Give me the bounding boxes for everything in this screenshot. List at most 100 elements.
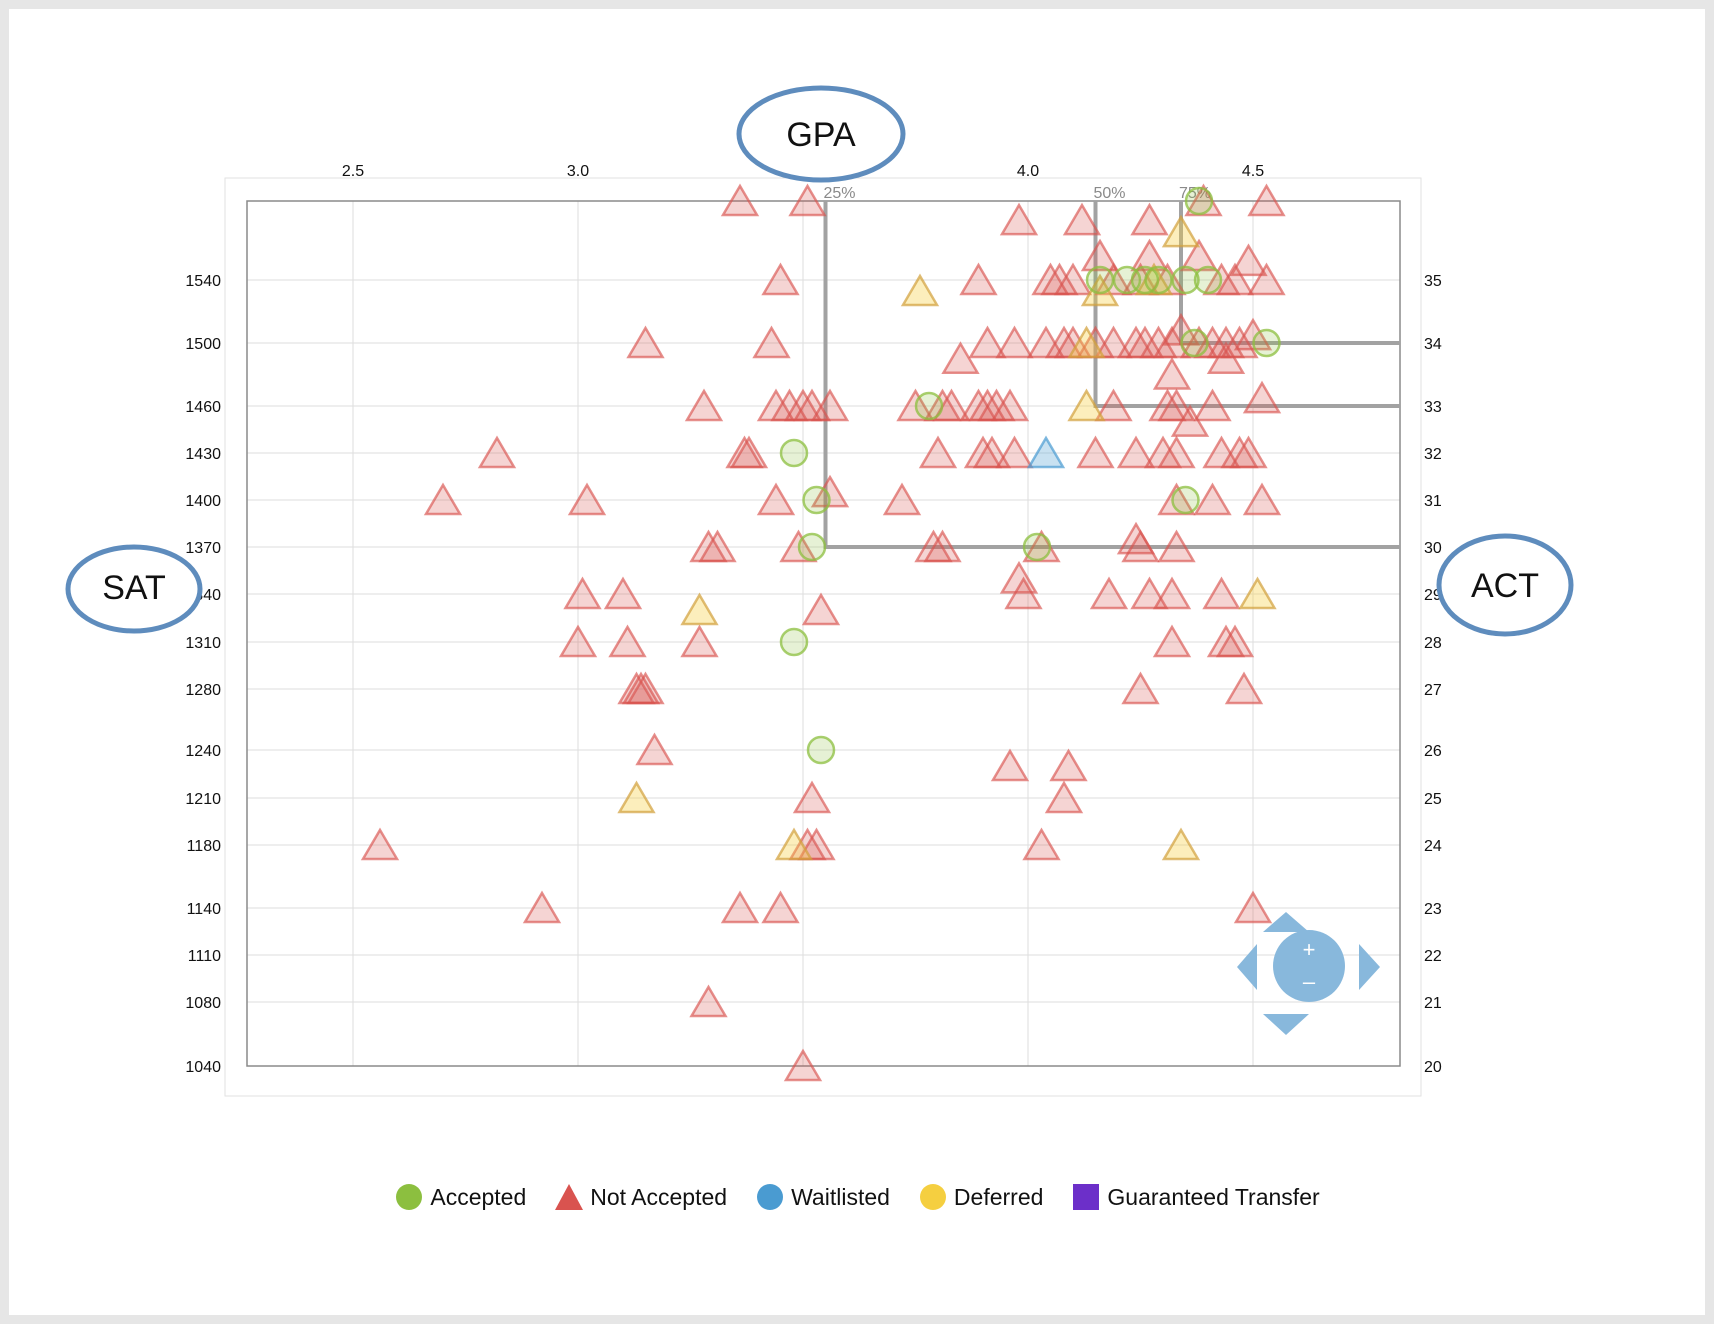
point-not-accepted [801,592,841,626]
act-tick-label: 28 [1424,635,1442,652]
point-not-accepted [810,474,850,508]
point-not-accepted [626,671,665,705]
act-tick-label: 35 [1424,273,1442,290]
point-not-accepted [522,890,562,924]
point-not-accepted [680,624,719,658]
legend-label: Waitlisted [791,1183,890,1210]
point-not-accepted [1152,576,1192,610]
point-not-accepted [1130,202,1169,236]
point-not-accepted [1076,435,1115,469]
point-accepted [797,532,827,562]
point-deferred [1067,388,1106,422]
legend-item[interactable]: Accepted [394,1182,526,1212]
zoom-in-icon[interactable]: + [1303,937,1316,962]
point-not-accepted [1215,624,1255,658]
zoom-pan-control[interactable]: + – [1237,912,1380,1035]
sat-tick-label: 1500 [185,336,221,353]
sat-tick-label: 1080 [185,995,221,1012]
point-not-accepted [1206,341,1246,374]
point-accepted [1171,485,1200,515]
act-tick-label: 22 [1424,948,1442,965]
point-deferred [680,592,719,626]
act-callout: ACT [1436,533,1574,637]
axis-ticks: 2.53.03.54.04.51540351500341460331430321… [185,163,1441,1076]
point-accepted [779,438,809,468]
point-not-accepted [603,576,643,610]
point-not-accepted [995,325,1034,359]
zoom-out-icon[interactable]: – [1303,969,1316,994]
act-tick-label: 21 [1424,995,1442,1012]
point-deferred [900,273,940,307]
point-not-accepted [689,984,728,1018]
point-not-accepted [1233,317,1273,351]
point-accepted [779,627,809,657]
percentile-line [823,201,1400,549]
point-deferred [1161,214,1201,248]
sat-callout: SAT [65,544,203,634]
percentile-lines: 25%50%75% [823,185,1400,549]
sat-tick-label: 1180 [187,838,222,855]
point-not-accepted [1116,435,1156,469]
legend-label: Not Accepted [590,1183,728,1210]
percentile-label: 25% [823,185,855,202]
point-not-accepted [567,482,607,516]
point-not-accepted [1152,357,1192,390]
point-not-accepted [477,435,517,469]
legend-label: Accepted [430,1183,527,1210]
point-accepted [806,735,836,765]
point-not-accepted [563,576,602,610]
point-not-accepted [684,388,724,422]
act-tick-label: 20 [1424,1059,1442,1076]
point-not-accepted [1080,238,1120,272]
sat-tick-label: 1210 [185,791,221,808]
pan-up-arrow-icon[interactable] [1263,912,1309,932]
point-not-accepted [783,1048,823,1082]
act-tick-label: 26 [1424,743,1442,760]
point-not-accepted [1157,529,1196,563]
act-tick-label: 31 [1424,493,1442,510]
point-not-accepted [1022,827,1061,861]
point-not-accepted [360,827,400,861]
point-not-accepted [1233,890,1273,924]
sat-tick-label: 1400 [185,493,221,510]
legend-item[interactable]: Not Accepted [554,1182,727,1212]
point-not-accepted [1062,202,1102,236]
point-not-accepted [635,732,674,766]
act-tick-label: 24 [1424,838,1442,855]
legend-label: Deferred [953,1183,1044,1210]
page-frame [9,9,1705,1315]
legend-triangle-icon [555,1184,584,1210]
percentile-label: 50% [1093,185,1125,202]
data-points [360,183,1286,1082]
act-tick-label: 34 [1424,336,1442,353]
pan-left-arrow-icon[interactable] [1237,944,1257,990]
pan-right-arrow-icon[interactable] [1359,944,1380,990]
point-accepted [1022,532,1052,562]
point-accepted [1171,265,1200,295]
point-not-accepted [423,482,463,516]
act-tick-label: 30 [1424,540,1442,557]
point-accepted [1252,328,1281,358]
legend-item[interactable]: Deferred [918,1182,1043,1212]
point-not-accepted [990,388,1030,422]
gpa-callout: GPA [736,85,906,183]
legend-item[interactable]: Waitlisted [755,1182,890,1212]
point-not-accepted [788,183,827,217]
zoom-circle[interactable] [1273,930,1345,1002]
legend-item[interactable]: Guaranteed Transfer [1071,1182,1320,1212]
act-tick-label: 23 [1424,901,1442,918]
point-not-accepted [558,624,598,658]
point-accepted [1184,186,1214,216]
point-not-accepted [761,890,800,924]
gpa-axis-label: GPA [786,116,856,154]
point-not-accepted [626,325,665,359]
point-not-accepted [959,262,998,296]
x-tick-label: 4.5 [1242,163,1264,180]
point-not-accepted [1247,262,1286,296]
pan-down-arrow-icon[interactable] [1263,1014,1309,1035]
point-not-accepted [1121,529,1160,563]
sat-tick-label: 1430 [185,446,221,463]
point-not-accepted [1121,671,1160,705]
point-not-accepted [792,780,832,814]
point-not-accepted [720,183,760,217]
